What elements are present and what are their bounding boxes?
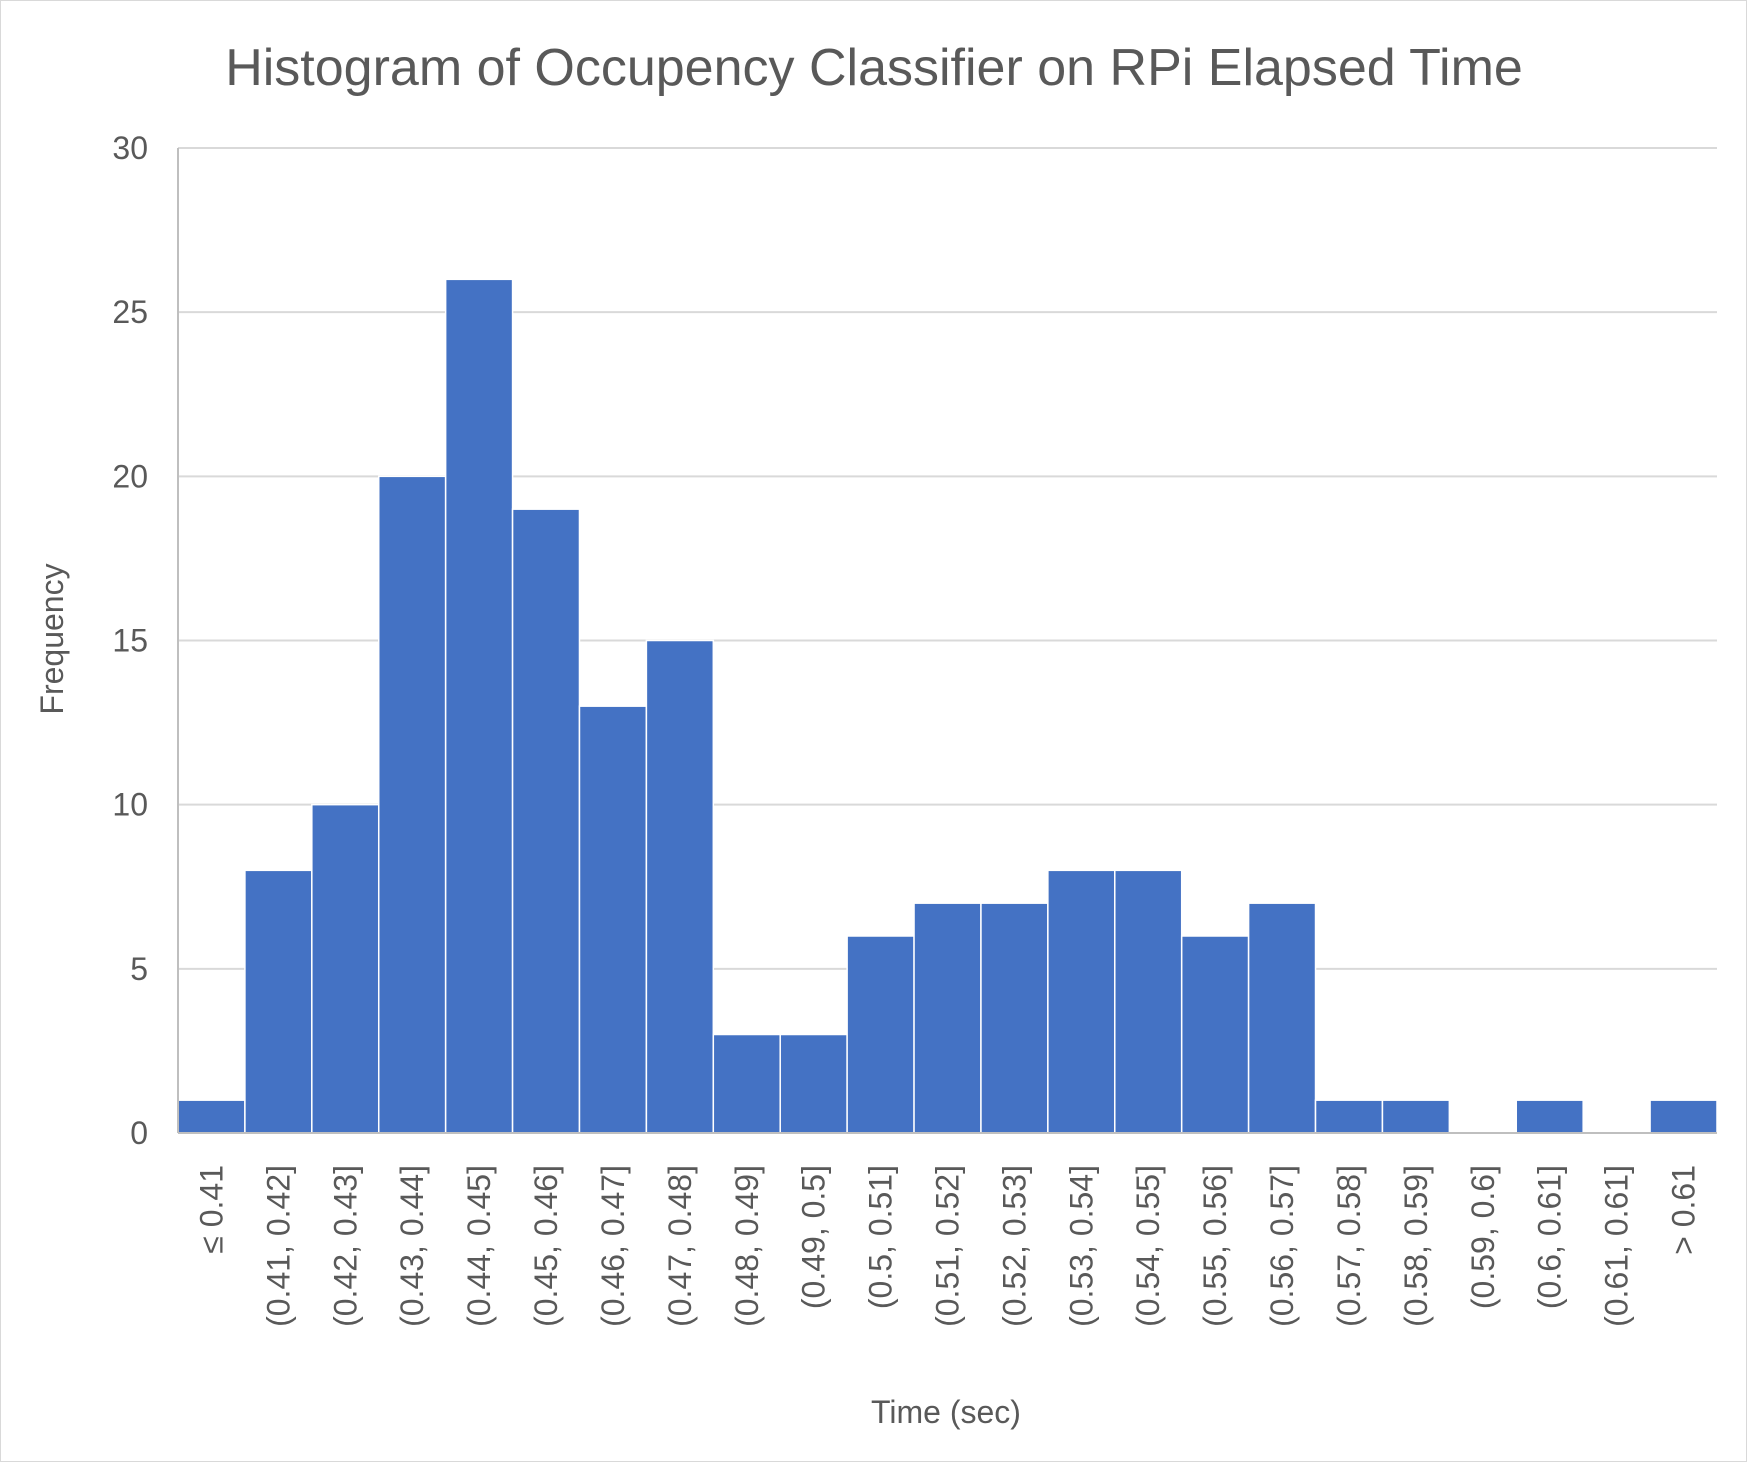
x-tick-label: (0.46, 0.47]: [595, 1165, 631, 1327]
histogram-bar: [1381, 1099, 1451, 1134]
x-tick-label: (0.5, 0.51]: [863, 1165, 899, 1309]
x-tick-label: (0.43, 0.44]: [394, 1165, 430, 1327]
histogram-bar: [1314, 1099, 1384, 1134]
x-tick-label: (0.51, 0.52]: [930, 1165, 966, 1327]
y-tick-label: 10: [112, 787, 148, 823]
x-tick-label: (0.56, 0.57]: [1264, 1165, 1300, 1327]
histogram-bar: [444, 278, 514, 1134]
y-axis-ticks: 0 5 10 15 20 25 30: [112, 130, 148, 1151]
x-tick-label: (0.53, 0.54]: [1063, 1165, 1099, 1327]
x-tick-label: (0.49, 0.5]: [796, 1165, 832, 1309]
histogram-bar: [1515, 1099, 1584, 1134]
x-tick-label: ≤ 0.41: [193, 1165, 229, 1254]
y-tick-label: 30: [112, 130, 148, 166]
x-tick-label: (0.54, 0.55]: [1130, 1165, 1166, 1327]
bars: [177, 278, 1718, 1134]
x-tick-label: (0.58, 0.59]: [1398, 1165, 1434, 1327]
x-tick-label: (0.47, 0.48]: [662, 1165, 698, 1327]
x-tick-label: (0.44, 0.45]: [461, 1165, 497, 1327]
x-tick-label: > 0.61: [1666, 1165, 1702, 1255]
histogram-bar: [244, 869, 313, 1134]
x-tick-label: (0.41, 0.42]: [260, 1165, 296, 1327]
x-tick-label: (0.55, 0.56]: [1197, 1165, 1233, 1327]
histogram-bar: [846, 935, 915, 1134]
y-tick-label: 20: [112, 458, 148, 494]
histogram-bar: [1180, 935, 1250, 1134]
histogram-bar: [1247, 902, 1317, 1134]
x-tick-label: (0.45, 0.46]: [528, 1165, 564, 1327]
histogram-bar: [1047, 869, 1116, 1134]
x-tick-label: (0.52, 0.53]: [996, 1165, 1032, 1327]
histogram-bar: [377, 475, 447, 1134]
histogram-bar: [511, 508, 581, 1134]
x-axis-ticks: ≤ 0.41 (0.41, 0.42] (0.42, 0.43] (0.43, 0.4…: [193, 1165, 1701, 1327]
x-tick-label: (0.6, 0.61]: [1532, 1165, 1568, 1309]
histogram-bar: [1649, 1099, 1718, 1134]
y-tick-label: 0: [130, 1115, 148, 1151]
histogram-bar: [177, 1099, 246, 1134]
histogram-bar: [645, 639, 715, 1134]
histogram-bar: [311, 803, 380, 1134]
histogram-bar: [779, 1033, 848, 1134]
y-axis-title: Frequency: [34, 563, 70, 714]
chart-title: Histogram of Occupency Classifier on RPi…: [225, 39, 1523, 97]
y-tick-label: 5: [130, 951, 148, 987]
x-tick-label: (0.59, 0.6]: [1465, 1165, 1501, 1309]
histogram-bar: [578, 705, 648, 1134]
x-tick-label: (0.57, 0.58]: [1331, 1165, 1367, 1327]
x-tick-label: (0.48, 0.49]: [729, 1165, 765, 1327]
x-axis-title: Time (sec): [871, 1394, 1021, 1430]
y-tick-label: 15: [112, 623, 148, 659]
x-tick-label: (0.61, 0.61]: [1599, 1165, 1635, 1327]
x-tick-label: (0.42, 0.43]: [327, 1165, 363, 1327]
y-tick-label: 25: [112, 294, 148, 330]
histogram-bar: [1114, 869, 1183, 1134]
histogram-bar: [712, 1033, 781, 1134]
histogram-bar: [980, 902, 1049, 1134]
histogram-bar: [913, 902, 982, 1134]
